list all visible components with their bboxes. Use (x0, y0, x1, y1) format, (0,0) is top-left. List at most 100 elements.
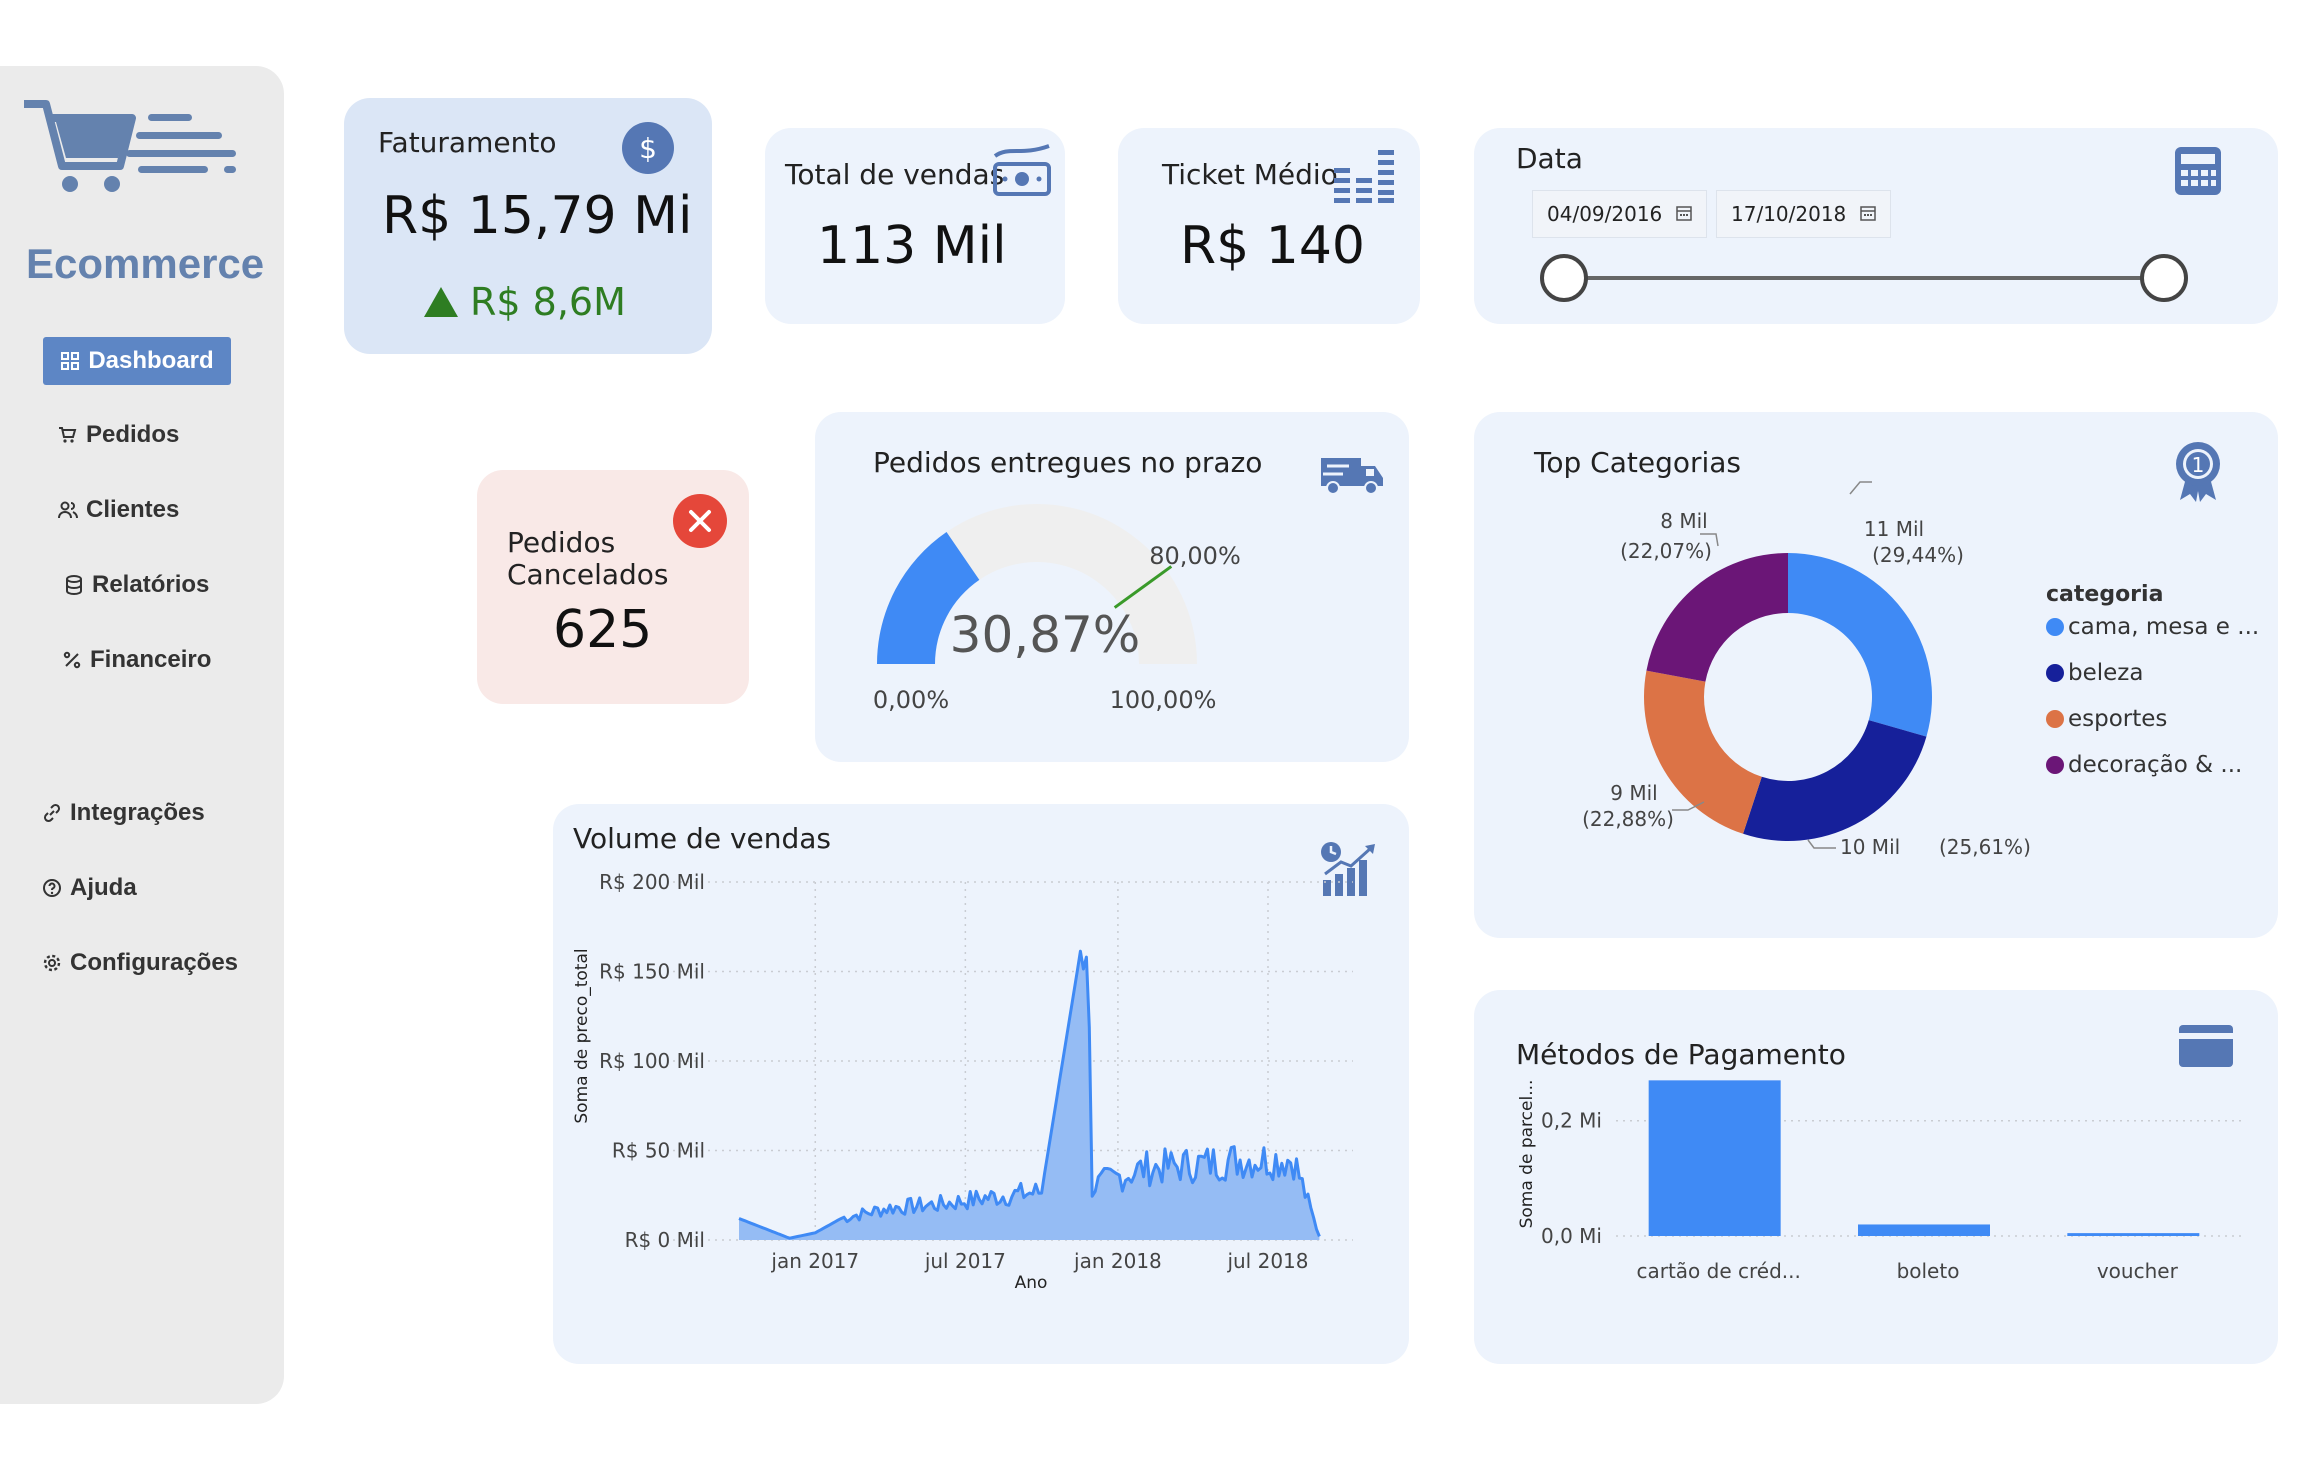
percent-icon (62, 650, 82, 670)
y-tick-label: 0,2 Mi (1541, 1109, 1602, 1133)
growth-chart-icon (1321, 842, 1375, 896)
date-filter-label: Data (1516, 142, 1583, 175)
slice-pct-label: (22,07%) (1620, 539, 1712, 563)
sidebar-item-dashboard[interactable]: Dashboard (43, 337, 231, 385)
legend-title: categoria (2046, 582, 2164, 607)
legend-label: cama, mesa e ... (2068, 614, 2260, 640)
legend-item[interactable]: decoração & ... (2046, 752, 2242, 778)
x-tick-label: jul 2017 (924, 1249, 1006, 1273)
kpi-label-line1: Pedidos (507, 526, 616, 559)
kpi-value: 113 Mil (817, 216, 1007, 276)
kpi-label-line2: Cancelados (507, 558, 669, 591)
slice-pct-label: (22,88%) (1582, 807, 1674, 831)
sidebar-item-label: Configurações (70, 949, 239, 976)
help-icon (42, 878, 62, 898)
kpi-card-cancelados: Pedidos Cancelados 625 (477, 470, 749, 704)
sales-volume-chart: R$ 200 Mil R$ 150 Mil R$ 100 Mil R$ 50 Mil R… (572, 870, 1353, 1293)
cart-icon (58, 425, 78, 445)
legend-item[interactable]: cama, mesa e ... (2046, 614, 2259, 640)
slice-pct-label: (25,61%) (1939, 835, 2031, 859)
sidebar-item-configuracoes[interactable]: Configurações (42, 942, 238, 984)
calendar-icon[interactable] (1676, 202, 1693, 226)
y-axis-label: Soma de preco_total (572, 948, 592, 1123)
kpi-delta: R$ 8,6M (424, 280, 626, 324)
sidebar-item-integracoes[interactable]: Integrações (42, 792, 205, 834)
legend-label: decoração & ... (2068, 752, 2243, 778)
gauge-target-label: 80,00% (1149, 542, 1241, 570)
kpi-card-ticket-medio: Ticket Médio R$ 140 (1118, 128, 1420, 324)
slider-start-handle (1540, 254, 1588, 302)
kpi-label: Faturamento (378, 126, 557, 159)
start-date-input[interactable]: 04/09/2016 (1532, 190, 1708, 238)
y-tick-label: R$ 200 Mil (599, 870, 705, 894)
sidebar-item-financeiro[interactable]: Financeiro (62, 639, 211, 681)
delivery-truck-icon (1321, 458, 1383, 495)
y-tick-label: R$ 100 Mil (599, 1049, 705, 1073)
x-tick-label: voucher (2097, 1259, 2179, 1283)
top-categories-card: Top Categorias 1 11 Mil (29,44%) 10 Mil … (1474, 412, 2278, 938)
kpi-value: R$ 140 (1180, 216, 1365, 276)
sidebar-item-ajuda[interactable]: Ajuda (42, 867, 137, 909)
money-icon (993, 144, 1051, 196)
award-ribbon-icon: 1 (2176, 442, 2220, 502)
slice-value-label: 8 Mil (1660, 509, 1707, 533)
legend-item[interactable]: esportes (2046, 706, 2167, 732)
sidebar-item-clientes[interactable]: Clientes (58, 489, 179, 531)
legend-swatch (2046, 664, 2064, 682)
sidebar-item-label: Clientes (86, 496, 180, 523)
chart-title: Volume de vendas (573, 822, 832, 855)
close-icon (673, 494, 727, 548)
legend-item[interactable]: beleza (2046, 660, 2143, 686)
slice-value-label: 11 Mil (1864, 517, 1924, 541)
area-series-line (738, 949, 1321, 1240)
gauge-chart: 30,87% 0,00% 100,00% 80,00% (873, 504, 1241, 714)
users-icon (58, 500, 78, 520)
legend-swatch (2046, 756, 2064, 774)
bar-chart-icon (1334, 150, 1394, 203)
y-tick-label: R$ 50 Mil (612, 1139, 705, 1163)
gauge-value-label: 30,87% (950, 606, 1141, 664)
gauge-card: Pedidos entregues no prazo 30,87% 0,00% … (815, 412, 1409, 762)
gauge-min-label: 0,00% (873, 686, 949, 714)
x-tick-label: jan 2018 (1073, 1249, 1162, 1273)
legend-swatch (2046, 710, 2064, 728)
payment-methods-card: Métodos de Pagamento 0,2 Mi 0,0 Mi cartão… (1474, 990, 2278, 1364)
sidebar (0, 66, 284, 1404)
area-series-fill (739, 951, 1320, 1240)
sidebar-item-label: Pedidos (86, 421, 180, 448)
legend-label: beleza (2068, 660, 2144, 686)
donut-chart: 11 Mil (29,44%) 10 Mil (25,61%) 9 Mil (2… (1582, 481, 2031, 859)
legend-swatch (2046, 618, 2064, 636)
date-range-slider[interactable] (1534, 248, 2194, 308)
gauge-max-label: 100,00% (1110, 686, 1217, 714)
y-tick-label: R$ 0 Mil (625, 1228, 705, 1252)
chart-title: Top Categorias (1534, 446, 1742, 479)
calculator-icon (2175, 147, 2221, 195)
triangle-up-icon (424, 287, 458, 317)
bar (2067, 1233, 2200, 1236)
sidebar-item-label: Relatórios (92, 571, 210, 598)
donut-slice (1788, 553, 1932, 737)
database-icon (64, 575, 84, 595)
sidebar-item-label: Financeiro (90, 646, 212, 673)
gear-icon (42, 953, 62, 973)
x-tick-label: jan 2017 (770, 1249, 859, 1273)
end-date-input[interactable]: 17/10/2018 (1716, 190, 1892, 238)
sidebar-item-relatorios[interactable]: Relatórios (64, 564, 209, 606)
start-date-value: 04/09/2016 (1547, 202, 1663, 226)
svg-text:1: 1 (2192, 453, 2205, 477)
slice-pct-label: (29,44%) (1872, 543, 1964, 567)
calendar-icon[interactable] (1860, 202, 1877, 226)
credit-card-icon (2179, 1025, 2233, 1067)
end-date-value: 17/10/2018 (1731, 202, 1847, 226)
link-icon (42, 803, 62, 823)
kpi-card-faturamento: Faturamento $ R$ 15,79 Mi R$ 8,6M (344, 98, 712, 354)
x-tick-label: cartão de créd... (1636, 1259, 1800, 1283)
gauge-target-marker (1113, 565, 1173, 609)
gauge-value-arc (877, 532, 980, 664)
cart-logo-icon (24, 100, 236, 192)
gauge-track (877, 504, 1197, 664)
bar (1858, 1224, 1990, 1236)
sidebar-item-label: Dashboard (88, 347, 214, 374)
sidebar-item-pedidos[interactable]: Pedidos (58, 414, 179, 456)
